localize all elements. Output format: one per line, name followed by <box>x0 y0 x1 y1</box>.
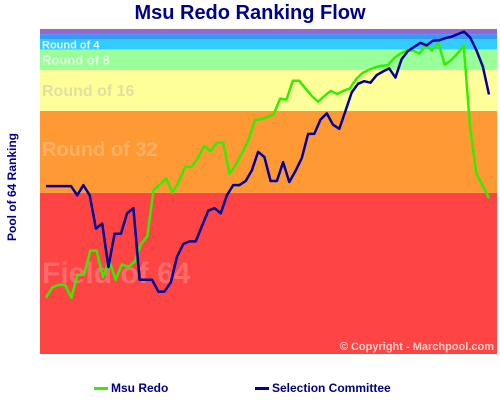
legend-label: Msu Redo <box>111 381 169 395</box>
chart-title: Msu Redo Ranking Flow <box>134 2 366 24</box>
band-field-of-64 <box>40 192 497 354</box>
band-top-6 <box>40 29 497 35</box>
band-round-of-4 <box>40 39 497 50</box>
legend-item-selection-committee: Selection Committee <box>255 380 391 396</box>
series-line-selection-committee <box>46 30 491 293</box>
legend-label: Selection Committee <box>272 381 391 395</box>
band-round-of-16 <box>40 69 497 111</box>
legend-item-msu-redo: Msu Redo <box>94 380 168 396</box>
copyright-text: © Copyright - Marchpool.com <box>340 341 494 353</box>
band-label: Field of 64 <box>42 257 191 290</box>
band-top-5 <box>40 34 497 40</box>
series-line-msu-redo <box>44 41 491 299</box>
band-round-of-32 <box>40 110 497 193</box>
band-label: Round of 4 <box>42 39 100 51</box>
band-label: Round of 16 <box>42 83 135 100</box>
band-label: Round of 32 <box>42 139 158 161</box>
band-label: Round of 8 <box>42 52 110 67</box>
legend-swatch <box>94 386 108 390</box>
legend-swatch <box>255 386 269 390</box>
